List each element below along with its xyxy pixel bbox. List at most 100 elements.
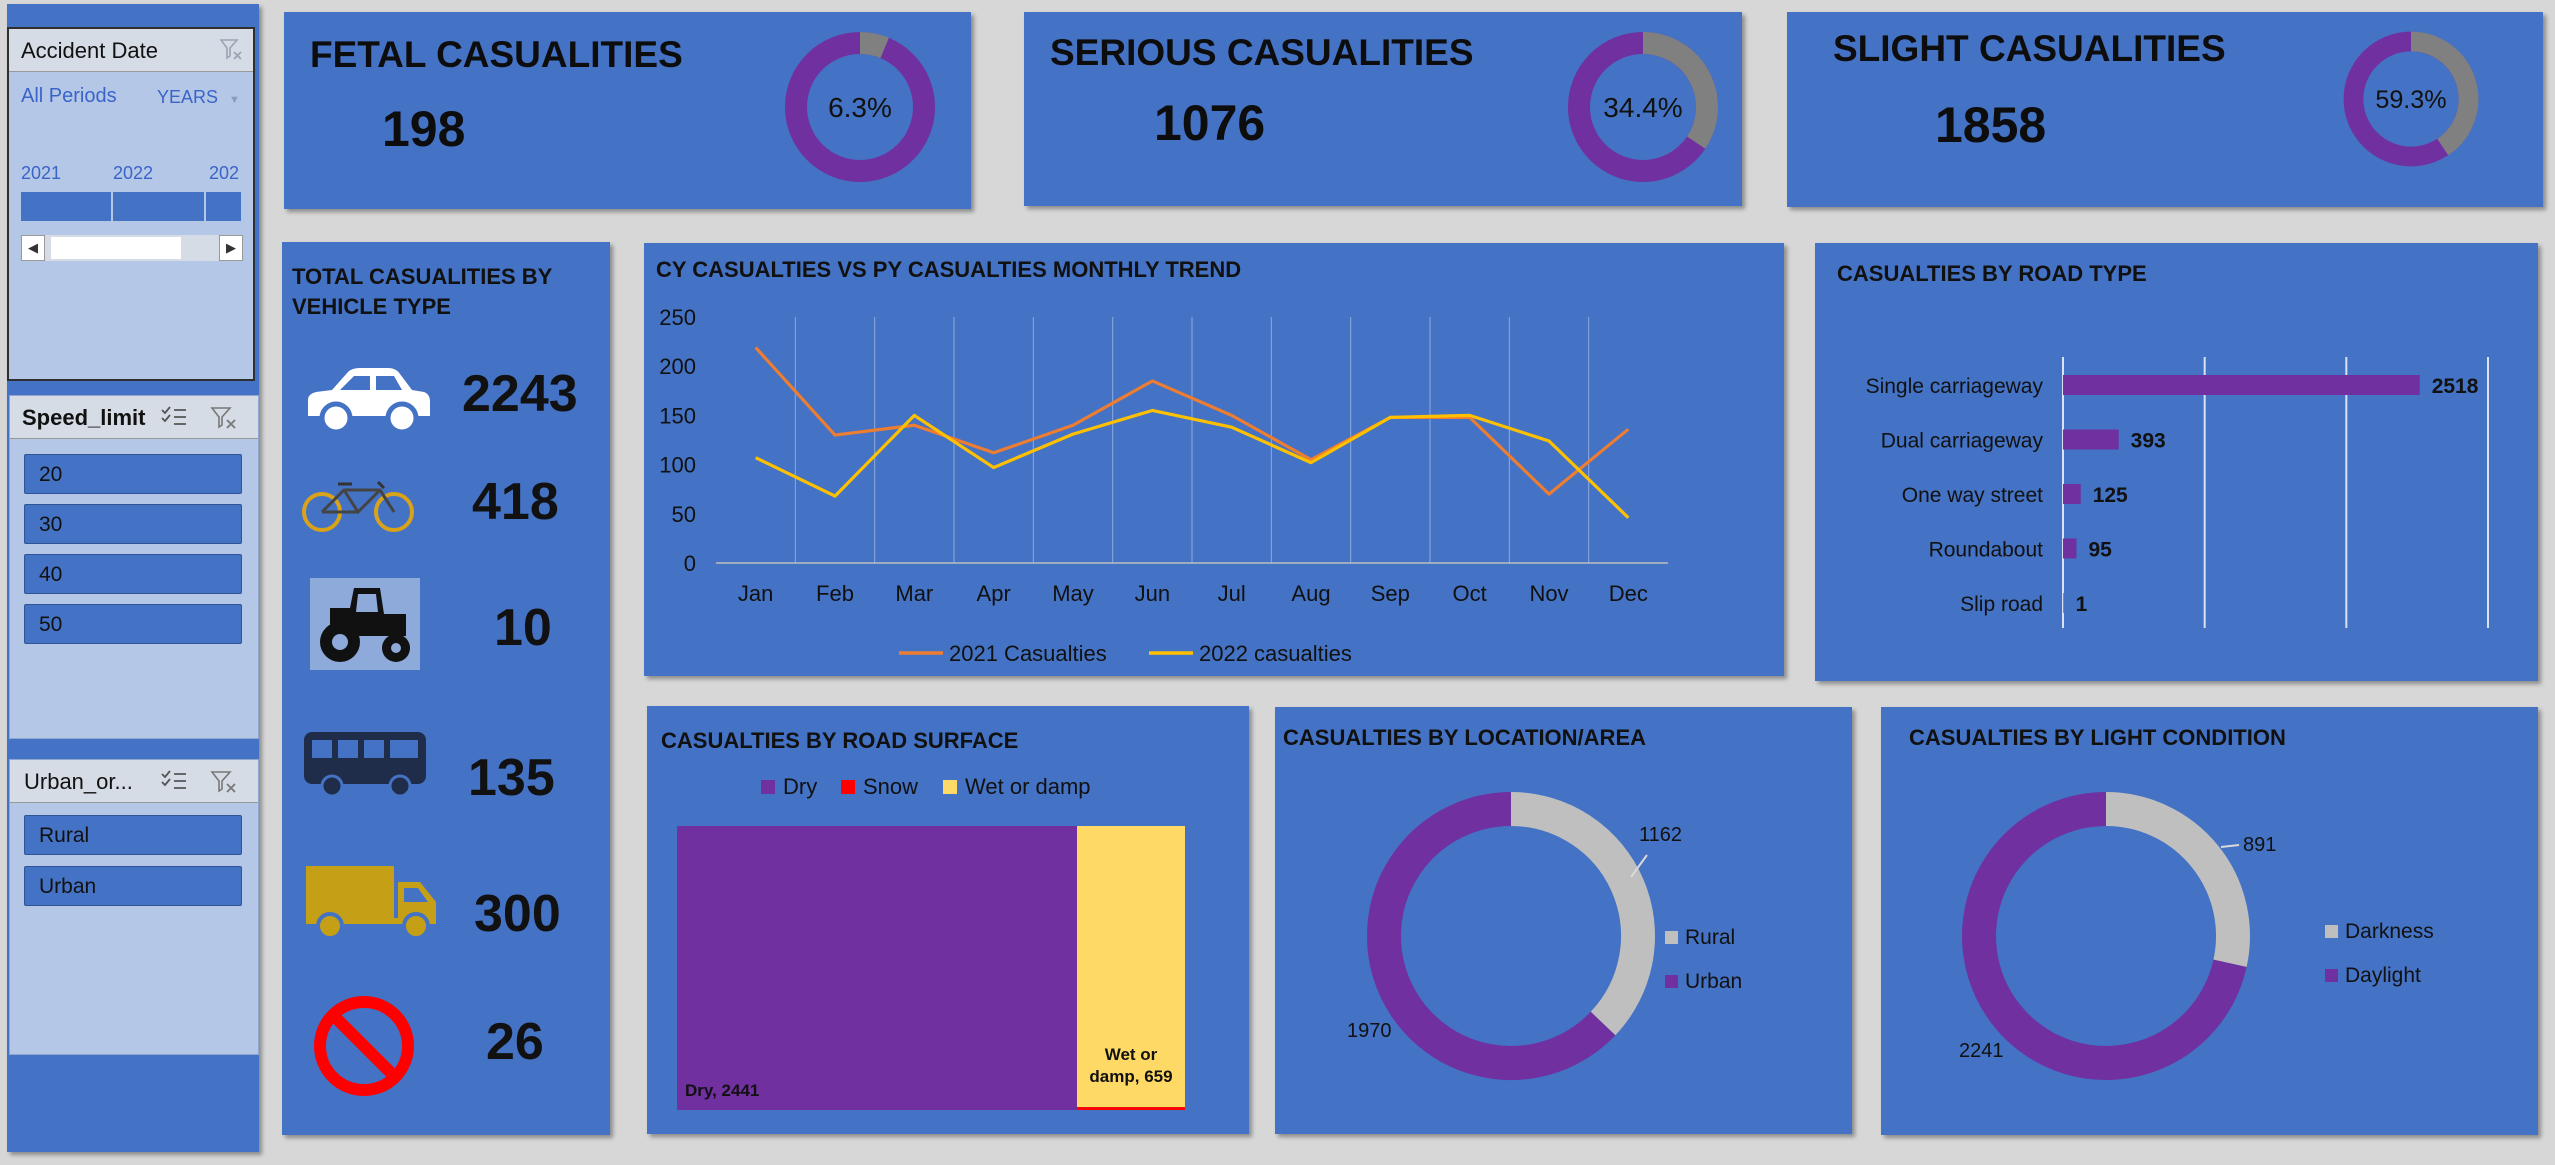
speed-limit-option[interactable]: 30 — [24, 504, 242, 544]
urban-rural-slicer[interactable]: Urban_or... Rural Urban — [9, 759, 259, 1055]
x-tick-label: Apr — [977, 581, 1011, 606]
x-tick-label: Sep — [1371, 581, 1410, 606]
legend-label: Urban — [1685, 970, 1742, 993]
speed-limit-slicer[interactable]: Speed_limit 20 30 40 50 — [9, 395, 259, 739]
all-periods-label: All Periods — [21, 85, 117, 107]
legend-label: Rural — [1685, 926, 1735, 949]
clear-filter-icon[interactable] — [210, 405, 238, 434]
road-surface-panel: CASUALTIES BY ROAD SURFACE Dry, 2441 Wet … — [647, 706, 1249, 1134]
vehicle-value: 10 — [494, 599, 552, 657]
legend-swatch — [761, 780, 775, 794]
kpi-donut: 59.3% — [2343, 31, 2479, 167]
clear-filter-icon[interactable] — [219, 37, 243, 66]
category-label: Dual carriageway — [1881, 430, 2044, 453]
x-tick-label: Dec — [1609, 581, 1648, 606]
accident-date-slicer[interactable]: Accident Date All Periods YEARS ▼ 2021 2… — [7, 27, 255, 381]
option-label: Rural — [39, 824, 90, 847]
slicer-header: Speed_limit — [10, 396, 258, 439]
legend-label: Darkness — [2345, 920, 2434, 943]
y-tick-label: 100 — [659, 453, 696, 478]
bar — [2063, 538, 2077, 559]
year-label: 202 — [209, 163, 239, 183]
leader-line — [1630, 854, 1648, 878]
option-label: 20 — [39, 463, 63, 486]
legend-swatch — [943, 780, 957, 794]
x-tick-label: Oct — [1453, 581, 1487, 606]
timeline-bar[interactable] — [21, 192, 241, 221]
bicycle-icon — [298, 478, 418, 541]
slicer-title: Accident Date — [21, 38, 158, 63]
y-tick-label: 0 — [684, 551, 696, 576]
truck-icon — [304, 862, 440, 947]
leader-line — [2220, 844, 2240, 848]
y-tick-label: 50 — [672, 502, 696, 527]
kpi-donut-share — [1642, 32, 1718, 149]
timeline-scrollbar[interactable]: ◀ ▶ — [21, 235, 243, 261]
vehicle-value: 135 — [468, 749, 555, 807]
bar — [2063, 429, 2119, 450]
kpi-donut: 6.3% — [785, 32, 935, 182]
speed-limit-option[interactable]: 20 — [24, 454, 242, 494]
scroll-thumb[interactable] — [51, 237, 181, 259]
time-level-dropdown[interactable]: YEARS ▼ — [157, 87, 240, 108]
x-tick-label: Feb — [816, 581, 854, 606]
category-label: Single carriageway — [1866, 375, 2044, 398]
speed-limit-option[interactable]: 40 — [24, 554, 242, 594]
multi-select-icon[interactable] — [160, 769, 188, 798]
speed-limit-option[interactable]: 50 — [24, 604, 242, 644]
data-label: 1970 — [1347, 1020, 1392, 1042]
donut-slice — [1367, 792, 1616, 1080]
kpi-value: 1076 — [1154, 95, 1266, 151]
category-label: Slip road — [1960, 593, 2043, 616]
scroll-left-icon[interactable]: ◀ — [21, 235, 45, 261]
y-tick-label: 250 — [659, 305, 696, 330]
kpi-title: FETAL CASUALITIES — [310, 34, 683, 75]
data-label: 125 — [2093, 484, 2128, 507]
timeline-divider — [111, 192, 113, 221]
donut-slice — [2105, 792, 2250, 967]
data-label: 393 — [2131, 430, 2166, 453]
data-label: Dry, 2441 — [685, 1081, 759, 1100]
legend-label: Dry — [783, 774, 817, 799]
vehicle-value: 300 — [474, 885, 561, 943]
data-label: damp, 659 — [1089, 1067, 1172, 1086]
data-label: 891 — [2243, 834, 2276, 856]
kpi-title: SERIOUS CASUALITIES — [1050, 32, 1474, 73]
bar — [2063, 484, 2081, 504]
multi-select-icon[interactable] — [160, 405, 188, 434]
kpi-percent: 34.4% — [1603, 92, 1682, 123]
road-type-panel: CASUALTIES BY ROAD TYPE Single carriagew… — [1815, 243, 2538, 681]
kpi-percent: 6.3% — [828, 92, 892, 123]
legend-label: 2022 casualties — [1199, 641, 1352, 666]
scroll-right-icon[interactable]: ▶ — [219, 235, 243, 261]
area-option[interactable]: Urban — [24, 866, 242, 906]
kpi-donut: 34.4% — [1568, 32, 1718, 182]
bar — [2063, 593, 2064, 613]
legend-swatch — [2325, 925, 2338, 938]
clear-filter-icon[interactable] — [210, 769, 238, 798]
data-label: 2241 — [1959, 1040, 2004, 1062]
x-tick-label: Jun — [1135, 581, 1170, 606]
option-label: 30 — [39, 513, 63, 536]
panel-title: CASUALTIES BY LIGHT CONDITION — [1909, 725, 2286, 750]
x-tick-label: Nov — [1529, 581, 1568, 606]
data-label: Wet or — [1105, 1045, 1158, 1064]
kpi-donut-share — [2410, 31, 2479, 156]
area-option[interactable]: Rural — [24, 815, 242, 855]
y-tick-label: 200 — [659, 354, 696, 379]
title-line: VEHICLE TYPE — [292, 294, 451, 319]
option-label: 40 — [39, 563, 63, 586]
data-label: 95 — [2088, 539, 2112, 562]
legend-swatch — [2325, 969, 2338, 982]
x-tick-label: Mar — [895, 581, 933, 606]
option-label: Urban — [39, 875, 97, 898]
chevron-down-icon: ▼ — [229, 94, 240, 106]
legend-swatch — [1665, 931, 1678, 944]
legend-label: Daylight — [2345, 964, 2421, 987]
location-panel: CASUALTIES BY LOCATION/AREA 1162 Rural 197… — [1275, 707, 1852, 1134]
legend-label: 2021 Casualties — [949, 641, 1107, 666]
bar-segment — [1077, 826, 1185, 1108]
legend-swatch — [1665, 975, 1678, 988]
slicer-header: Accident Date — [9, 29, 253, 72]
slicer-title: Speed_limit — [22, 405, 146, 430]
